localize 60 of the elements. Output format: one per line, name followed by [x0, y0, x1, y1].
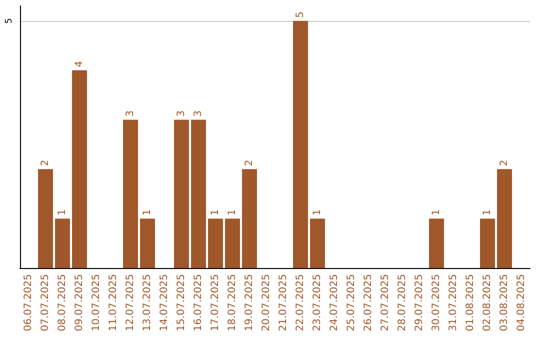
x-tick-label: 07.07.2025 [40, 274, 51, 332]
x-tick-label: 14.07.2025 [159, 274, 170, 332]
x-tick-label: 19.07.2025 [244, 274, 255, 332]
bar [497, 169, 512, 268]
bar [38, 169, 53, 268]
data-label: 1 [210, 209, 221, 216]
x-tick-label: 09.07.2025 [74, 274, 85, 332]
x-tick-label: 25.07.2025 [346, 274, 357, 332]
x-tick-label: 12.07.2025 [125, 274, 136, 332]
data-label: 3 [193, 110, 204, 117]
x-tick-label: 26.07.2025 [363, 274, 374, 332]
x-tick-label: 29.07.2025 [414, 274, 425, 332]
bar [225, 218, 240, 268]
x-tick-label: 13.07.2025 [142, 274, 153, 332]
bar [191, 120, 206, 268]
x-tick-label: 03.08.2025 [499, 274, 510, 332]
x-tick-label: 22.07.2025 [295, 274, 306, 332]
data-label: 2 [244, 160, 255, 166]
x-tick-label: 01.08.2025 [465, 274, 476, 332]
x-tick-label: 30.07.2025 [431, 274, 442, 332]
x-tick-label: 21.07.2025 [278, 274, 289, 332]
bar [293, 20, 308, 268]
bar [480, 218, 495, 268]
x-tick-label: 04.08.2025 [516, 274, 527, 332]
x-tick-label: 23.07.2025 [312, 274, 323, 332]
bar [429, 218, 444, 268]
x-tick-label: 31.07.2025 [448, 274, 459, 332]
data-label: 1 [431, 209, 442, 216]
x-tick-label: 18.07.2025 [227, 274, 238, 332]
data-label: 1 [57, 209, 68, 216]
bar [123, 120, 138, 268]
x-tick-label: 16.07.2025 [193, 274, 204, 332]
x-tick-label: 11.07.2025 [108, 274, 119, 332]
x-tick-label: 24.07.2025 [329, 274, 340, 332]
x-tick-label: 20.07.2025 [261, 274, 272, 332]
bar [55, 218, 70, 268]
x-tick-label: 28.07.2025 [397, 274, 408, 332]
data-label: 3 [176, 110, 187, 117]
data-label: 1 [312, 209, 323, 216]
bar [310, 218, 325, 268]
bar [208, 218, 223, 268]
data-label: 4 [74, 60, 85, 68]
bar [242, 169, 257, 268]
x-tick-label: 06.07.2025 [23, 274, 34, 332]
x-tick-label: 15.07.2025 [176, 274, 187, 332]
data-label: 5 [295, 11, 306, 18]
x-tick-label: 10.07.2025 [91, 274, 102, 332]
bar [72, 70, 87, 268]
data-label: 1 [142, 209, 153, 216]
x-tick-label: 02.08.2025 [482, 274, 493, 332]
data-label: 3 [125, 110, 136, 117]
x-tick-label: 17.07.2025 [210, 274, 221, 332]
data-label: 2 [499, 160, 510, 166]
data-label: 1 [227, 209, 238, 216]
x-tick-label: 08.07.2025 [57, 274, 68, 332]
data-label: 2 [40, 160, 51, 166]
data-label: 1 [482, 209, 493, 216]
bar [140, 218, 155, 268]
bar [174, 120, 189, 268]
x-tick-label: 27.07.2025 [380, 274, 391, 332]
